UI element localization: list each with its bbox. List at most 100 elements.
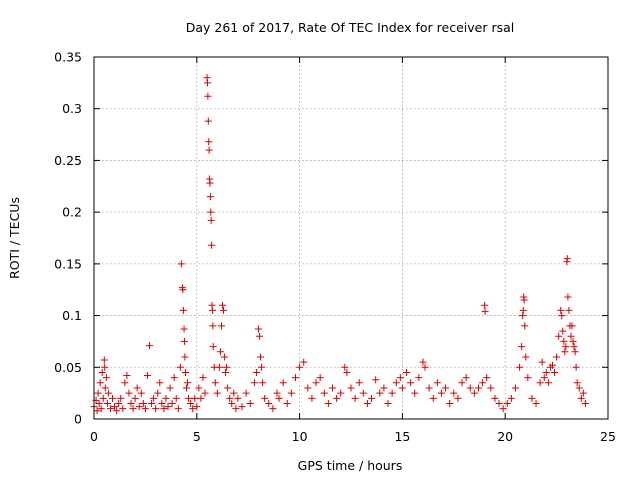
data-point [437, 389, 445, 397]
x-tick-label: 10 [292, 429, 308, 444]
data-point [355, 379, 363, 387]
data-point [522, 353, 530, 361]
data-point [265, 399, 273, 407]
data-point [154, 389, 162, 397]
data-point [206, 193, 214, 201]
data-point [536, 379, 544, 387]
data-point [538, 358, 546, 366]
data-point [203, 79, 211, 87]
data-point [195, 384, 203, 392]
data-point [524, 374, 532, 382]
data-point [487, 384, 495, 392]
data-point [224, 384, 232, 392]
data-point [207, 208, 215, 216]
data-point [208, 241, 216, 249]
plot-frame [93, 56, 609, 420]
data-point [250, 379, 258, 387]
data-point [279, 379, 287, 387]
data-point [223, 363, 231, 371]
data-point [166, 384, 174, 392]
data-point [470, 389, 478, 397]
data-point [560, 337, 568, 345]
data-point [343, 368, 351, 376]
data-point [187, 399, 195, 407]
data-point [96, 379, 104, 387]
y-axis-label: ROTI / TECUs [7, 197, 22, 279]
data-point [226, 394, 234, 402]
data-point [575, 384, 583, 392]
data-point [283, 399, 291, 407]
data-point [433, 379, 441, 387]
data-point [197, 394, 205, 402]
data-point [333, 394, 341, 402]
data-point [174, 405, 182, 413]
data-point [259, 379, 267, 387]
y-tick-label: 0.05 [54, 360, 82, 375]
data-point [252, 368, 260, 376]
data-point [164, 403, 172, 411]
data-point [213, 389, 221, 397]
data-point [135, 403, 143, 411]
data-point [199, 374, 207, 382]
data-point [454, 394, 462, 402]
data-point [519, 306, 527, 314]
data-point [207, 216, 215, 224]
data-point [95, 399, 103, 407]
x-tick-label: 20 [497, 429, 513, 444]
data-point [557, 306, 565, 314]
data-point [179, 286, 187, 294]
y-tick-label: 0.3 [62, 101, 82, 116]
data-point [518, 343, 526, 351]
x-tick-label: 0 [90, 429, 98, 444]
data-point [125, 389, 133, 397]
data-point [100, 356, 108, 364]
data-point [351, 394, 359, 402]
data-point [392, 379, 400, 387]
data-point [511, 384, 519, 392]
data-point [232, 405, 240, 413]
data-point [209, 322, 217, 330]
data-point [421, 363, 429, 371]
data-point [230, 389, 238, 397]
data-point [184, 379, 192, 387]
data-point [172, 394, 180, 402]
data-point [419, 358, 427, 366]
data-point [341, 363, 349, 371]
data-point [115, 399, 123, 407]
data-point [388, 389, 396, 397]
data-point [177, 260, 185, 268]
data-point [474, 384, 482, 392]
data-point [160, 405, 168, 413]
data-point [181, 353, 189, 361]
data-point [429, 394, 437, 402]
data-point [106, 405, 114, 413]
data-point [275, 394, 283, 402]
data-point [162, 394, 170, 402]
grid-layer [94, 57, 608, 419]
data-point [559, 327, 567, 335]
data-point [98, 368, 106, 376]
data-point [372, 376, 380, 384]
data-point [205, 146, 213, 154]
data-point [320, 389, 328, 397]
data-point [102, 374, 110, 382]
y-tick-label: 0.35 [54, 50, 82, 65]
data-point [551, 368, 559, 376]
data-point [571, 348, 579, 356]
data-point [520, 296, 528, 304]
data-point [548, 361, 556, 369]
data-point [238, 403, 246, 411]
data-point [528, 394, 536, 402]
data-point [458, 379, 466, 387]
data-point [133, 384, 141, 392]
data-point [563, 255, 571, 263]
data-point [180, 325, 188, 333]
data-point [113, 407, 121, 415]
data-point [97, 405, 105, 413]
data-point [193, 403, 201, 411]
data-point [146, 342, 154, 350]
data-point [411, 389, 419, 397]
data-point [204, 117, 212, 125]
